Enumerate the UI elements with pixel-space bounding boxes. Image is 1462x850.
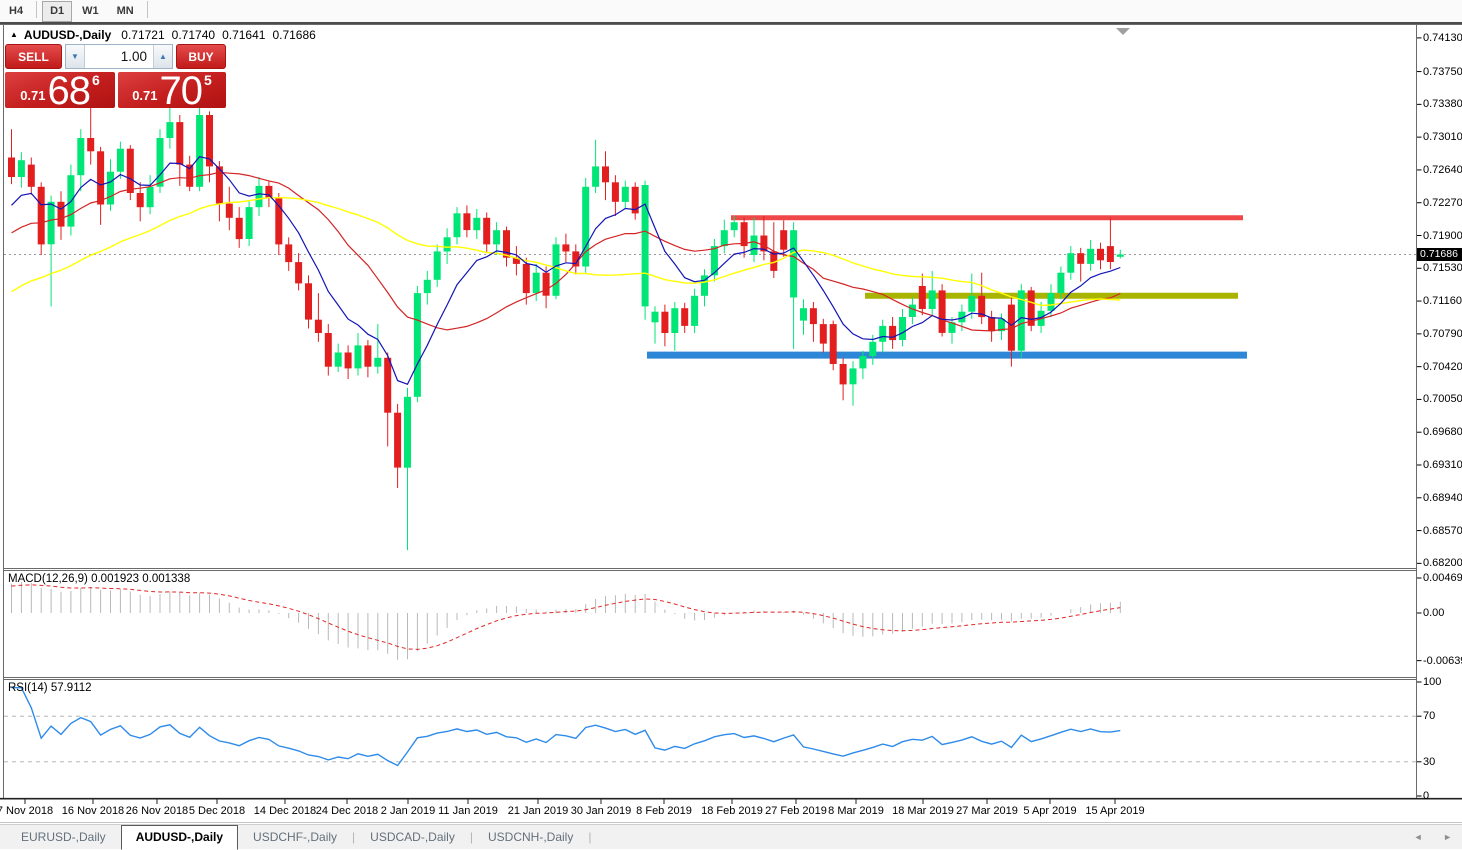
time-axis-label: 24 Dec 2018 bbox=[315, 805, 379, 817]
buy-button[interactable]: BUY bbox=[176, 44, 226, 69]
price-axis-label: 0.72270 bbox=[1423, 196, 1462, 209]
volume-spinner: ▼ ▲ bbox=[65, 44, 173, 69]
chart-symbol-label: AUDUSD-,Daily bbox=[23, 28, 112, 42]
ohlc-open: 0.71721 bbox=[121, 28, 165, 42]
rsi-indicator-label: RSI(14) 57.9112 bbox=[8, 682, 92, 694]
time-axis-label: 27 Mar 2019 bbox=[956, 805, 1018, 817]
buy-price-button[interactable]: 0.71 70 5 bbox=[118, 69, 226, 114]
chart-tab-usdcad[interactable]: USDCAD-,Daily bbox=[370, 830, 455, 844]
sell-price-big: 68 bbox=[47, 69, 91, 114]
time-axis-label: 18 Feb 2019 bbox=[701, 805, 763, 817]
time-axis-label: 7 Nov 2018 bbox=[0, 805, 54, 817]
time-axis-label: 11 Jan 2019 bbox=[438, 805, 498, 817]
chart-shift-marker-icon[interactable] bbox=[1116, 28, 1130, 35]
chart-tab-bar: EURUSD-,Daily AUDUSD-,Daily USDCHF-,Daily |… bbox=[0, 824, 1462, 850]
time-axis-label: 2 Jan 2019 bbox=[380, 805, 436, 817]
price-axis-label: 0.70050 bbox=[1423, 393, 1462, 406]
price-axis-label: 0.68570 bbox=[1423, 524, 1462, 537]
ma-fast-line bbox=[11, 156, 1121, 385]
macd-axis-label: 0.00 bbox=[1423, 607, 1445, 619]
price-axis-label: 0.72640 bbox=[1423, 163, 1462, 176]
tab-separator: | bbox=[352, 830, 356, 844]
macd-axis-label: -0.00639 bbox=[1423, 654, 1462, 667]
price-axis-label: 0.73750 bbox=[1423, 65, 1462, 78]
toolbar-divider bbox=[0, 22, 1462, 24]
buy-price-big: 70 bbox=[159, 69, 203, 114]
time-axis-label: 18 Mar 2019 bbox=[892, 805, 954, 817]
volume-input[interactable] bbox=[85, 45, 153, 68]
price-axis-label: 0.74130 bbox=[1423, 31, 1462, 44]
time-axis-label: 5 Dec 2018 bbox=[188, 805, 246, 817]
macd-indicator-label: MACD(12,26,9) 0.001923 0.001338 bbox=[8, 573, 191, 585]
tabs-scroll-right-button[interactable]: ► bbox=[1443, 832, 1452, 842]
volume-increase-button[interactable]: ▲ bbox=[153, 45, 172, 68]
chart-tab-usdcnh[interactable]: USDCNH-,Daily bbox=[487, 830, 574, 844]
ohlc-close: 0.71686 bbox=[272, 28, 316, 42]
price-axis-label: 0.70420 bbox=[1423, 360, 1462, 373]
price-axis-label: 0.69680 bbox=[1423, 426, 1462, 439]
price-axis-label: 0.71160 bbox=[1423, 295, 1462, 308]
macd-signal-line bbox=[11, 584, 1121, 650]
time-axis-label: 8 Feb 2019 bbox=[636, 805, 692, 817]
rsi-axis-label: 0 bbox=[1423, 790, 1430, 802]
buy-price-sup: 5 bbox=[204, 72, 212, 88]
current-price-badge: 0.71686 bbox=[1417, 247, 1462, 261]
ma-slow-line bbox=[11, 196, 1121, 307]
chart-tab-usdchf[interactable]: USDCHF-,Daily bbox=[253, 830, 338, 844]
buy-price-prefix: 0.71 bbox=[132, 88, 158, 103]
price-axis-label: 0.71530 bbox=[1423, 262, 1462, 275]
timeframe-button-mn[interactable]: MN bbox=[116, 5, 134, 17]
tab-separator: | bbox=[588, 830, 592, 844]
symbol-marker-icon: ▲ bbox=[10, 30, 18, 39]
chart-title: ▲ AUDUSD-,Daily 0.71721 0.71740 0.71641 0.716… bbox=[10, 28, 323, 42]
rsi-line bbox=[11, 687, 1121, 767]
rsi-axis-label: 30 bbox=[1423, 755, 1436, 768]
price-axis-label: 0.68200 bbox=[1423, 557, 1462, 570]
tab-scroll-arrows: ◄ ► bbox=[1396, 832, 1452, 842]
candles-layer bbox=[8, 104, 1124, 551]
rsi-axis-label: 70 bbox=[1423, 710, 1436, 723]
sell-button[interactable]: SELL bbox=[5, 44, 62, 69]
time-axis-label: 30 Jan 2019 bbox=[570, 805, 632, 817]
sell-price-sup: 6 bbox=[92, 72, 100, 88]
ohlc-high: 0.71740 bbox=[171, 28, 216, 42]
price-axis-label: 0.73380 bbox=[1423, 98, 1462, 111]
tabs-scroll-left-button[interactable]: ◄ bbox=[1413, 832, 1423, 842]
time-axis-label: 15 Apr 2019 bbox=[1085, 805, 1145, 817]
rsi-axis-label: 100 bbox=[1423, 676, 1442, 688]
toolbar-separator bbox=[36, 1, 38, 19]
ohlc-low: 0.71641 bbox=[222, 28, 266, 42]
time-axis-label: 27 Feb 2019 bbox=[765, 805, 827, 817]
time-axis-label: 16 Nov 2018 bbox=[61, 805, 125, 817]
timeframe-toolbar: H4 D1 W1 MN bbox=[0, 0, 1462, 22]
timeframe-button-w1[interactable]: W1 bbox=[82, 5, 99, 17]
tab-separator: | bbox=[469, 830, 473, 844]
price-axis-label: 0.68940 bbox=[1423, 491, 1462, 504]
price-axis-label: 0.71900 bbox=[1423, 229, 1462, 242]
time-axis-label: 5 Apr 2019 bbox=[1023, 805, 1077, 817]
chart-tabs: EURUSD-,Daily AUDUSD-,Daily USDCHF-,Daily |… bbox=[6, 825, 592, 850]
timeframe-button-h4[interactable]: H4 bbox=[9, 5, 24, 17]
macd-histogram bbox=[11, 582, 1121, 660]
price-axis-label: 0.70790 bbox=[1423, 327, 1462, 340]
time-axis-label: 26 Nov 2018 bbox=[125, 805, 189, 817]
time-axis-label: 14 Dec 2018 bbox=[253, 805, 317, 817]
time-axis-label: 21 Jan 2019 bbox=[507, 805, 569, 817]
sell-price-button[interactable]: 0.71 68 6 bbox=[5, 69, 115, 114]
chart-tab-audusd[interactable]: AUDUSD-,Daily bbox=[120, 825, 239, 850]
chart-tab-eurusd[interactable]: EURUSD-,Daily bbox=[21, 830, 106, 844]
toolbar-separator bbox=[146, 1, 148, 19]
macd-axis-label: 0.004694 bbox=[1423, 572, 1462, 584]
sell-price-prefix: 0.71 bbox=[20, 88, 46, 103]
price-axis-label: 0.69310 bbox=[1423, 458, 1462, 471]
time-axis-label: 8 Mar 2019 bbox=[828, 805, 884, 817]
price-axis-label: 0.73010 bbox=[1423, 131, 1462, 144]
volume-decrease-button[interactable]: ▼ bbox=[66, 45, 85, 68]
timeframe-button-d1[interactable]: D1 bbox=[42, 1, 73, 22]
